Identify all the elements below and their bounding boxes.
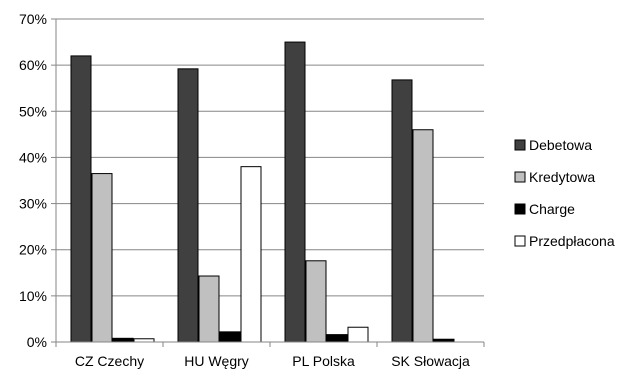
bar-1-3 bbox=[284, 41, 306, 343]
legend-label-4: Przedpłacona bbox=[529, 233, 615, 249]
y-tick-label-20: 20% bbox=[19, 242, 47, 258]
bar-2-2 bbox=[198, 275, 220, 343]
bar-3-3 bbox=[326, 334, 348, 343]
bar-3-2 bbox=[219, 331, 241, 343]
legend-swatch-4 bbox=[514, 235, 526, 247]
y-tick-label-30: 30% bbox=[19, 196, 47, 212]
legend-label-1: Debetowa bbox=[529, 137, 592, 153]
y-tick-label-40: 40% bbox=[19, 149, 47, 165]
y-axis: 0% 10% 20% 30% 40% 50% 60% 70% bbox=[19, 11, 57, 350]
y-tick-label-10: 10% bbox=[19, 288, 47, 304]
legend-label-2: Kredytowa bbox=[529, 169, 595, 185]
bar-2-4 bbox=[412, 129, 434, 343]
x-tick-label-4: SK Słowacja bbox=[391, 353, 470, 369]
y-tick-label-60: 60% bbox=[19, 57, 47, 73]
y-tick-label-50: 50% bbox=[19, 103, 47, 119]
y-tick-label-0: 0% bbox=[27, 334, 47, 350]
gridlines bbox=[56, 18, 484, 297]
x-tick-label-2: HU Węgry bbox=[184, 353, 249, 369]
bar-4-3 bbox=[347, 326, 369, 343]
bar-1-1 bbox=[70, 55, 92, 343]
bar-4-2 bbox=[240, 166, 262, 343]
legend-swatch-2 bbox=[514, 171, 526, 183]
x-axis: CZ Czechy HU Węgry PL Polska SK Słowacja bbox=[55, 341, 485, 369]
bar-1-4 bbox=[391, 79, 413, 343]
y-tick-label-70: 70% bbox=[19, 11, 47, 27]
bars bbox=[70, 41, 455, 343]
legend-swatch-1 bbox=[514, 139, 526, 151]
bar-2-1 bbox=[91, 173, 113, 343]
bar-2-3 bbox=[305, 260, 327, 343]
legend-label-3: Charge bbox=[529, 201, 575, 217]
legend: Debetowa Kredytowa Charge Przedpłacona bbox=[514, 137, 615, 249]
bar-1-2 bbox=[177, 68, 199, 343]
bar-3-1 bbox=[112, 337, 134, 343]
x-tick-label-3: PL Polska bbox=[292, 353, 355, 369]
legend-swatch-3 bbox=[514, 203, 526, 215]
x-tick-label-1: CZ Czechy bbox=[75, 353, 144, 369]
